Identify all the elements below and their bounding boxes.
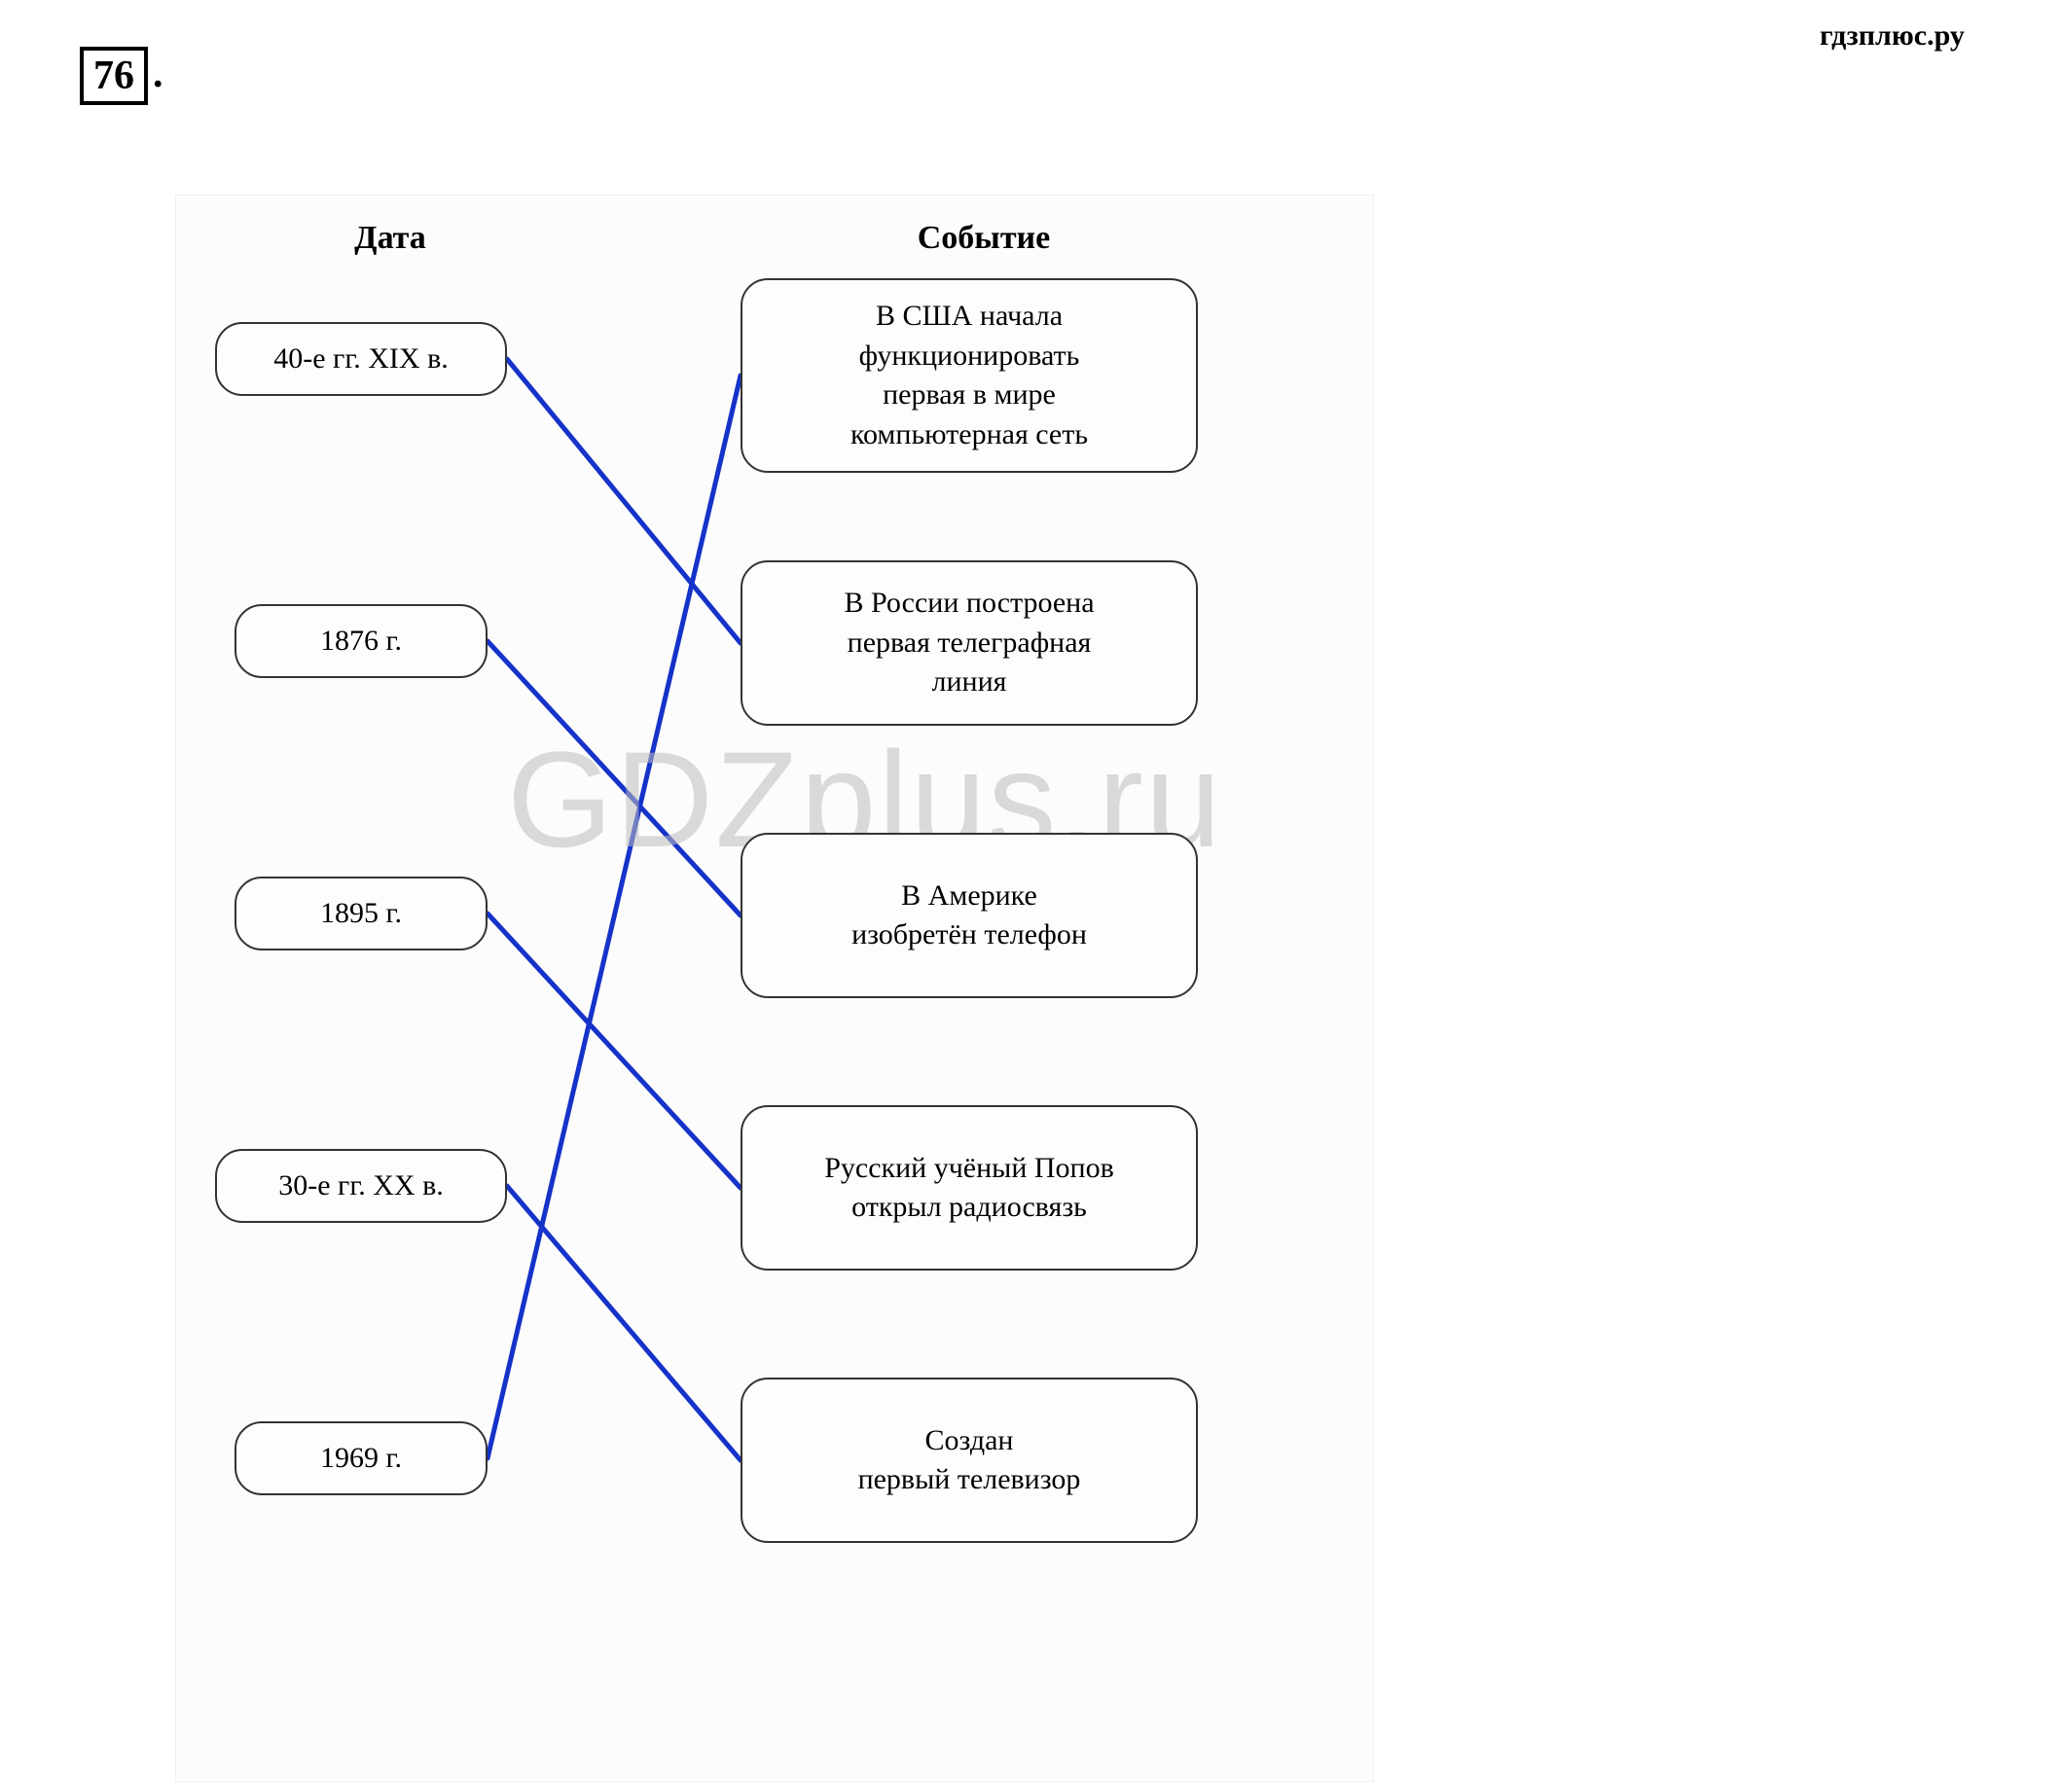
edge-line [488,376,741,1458]
events-column-header: Событие [838,220,1130,257]
exercise-number-dot: . [153,51,163,97]
date-node: 40-е гг. XIX в. [215,322,507,396]
event-node: В США началафункционироватьпервая в мире… [741,278,1198,473]
event-node: В Америкеизобретён телефон [741,833,1198,998]
dates-column-header: Дата [293,220,488,257]
date-node: 1969 г. [235,1421,488,1495]
exercise-number: 76 [93,54,134,98]
date-node: 1876 г. [235,604,488,678]
exercise-number-badge: 76 [80,47,148,105]
edge-line [488,914,741,1188]
edge-line [507,359,741,643]
date-node: 1895 г. [235,877,488,950]
event-node: Русский учёный Поповоткрыл радиосвязь [741,1105,1198,1271]
event-node: В России построенапервая телеграфнаялини… [741,560,1198,726]
date-node: 30-е гг. XX в. [215,1149,507,1223]
event-node: Созданпервый телевизор [741,1378,1198,1543]
edge-line [507,1186,741,1460]
site-watermark-text: гдзплюс.ру [1820,19,1965,53]
matching-diagram: Дата Событие GDZplus.ru 40-е гг. XIX в.1… [175,195,1374,1782]
